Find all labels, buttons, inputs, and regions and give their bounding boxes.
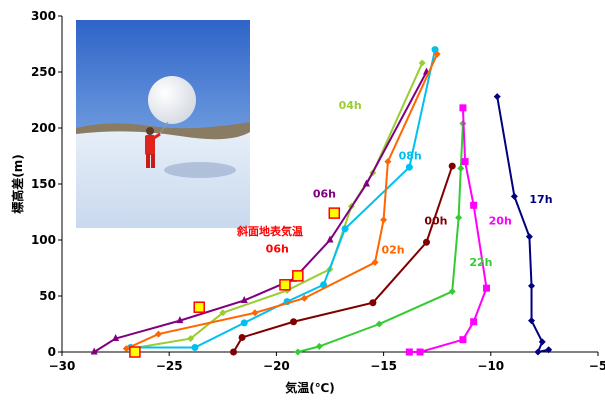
data-point: [455, 214, 463, 222]
data-point: [459, 336, 467, 344]
y-tick-label: 200: [31, 121, 56, 135]
data-point: [380, 216, 388, 224]
data-point: [371, 258, 379, 266]
data-point: [418, 59, 426, 67]
data-point: [219, 309, 227, 317]
data-point: [90, 347, 98, 355]
series-00h: [230, 162, 456, 356]
data-point: [315, 342, 323, 350]
series-label: 02h: [381, 243, 404, 256]
data-point: [534, 348, 542, 356]
data-point: [457, 164, 465, 172]
data-point: [470, 318, 478, 326]
balloon-shadow: [164, 162, 236, 178]
series-label: 22h: [469, 256, 492, 269]
x-tick-label: −25: [156, 359, 183, 373]
data-point: [290, 318, 298, 326]
weather-balloon: [148, 76, 196, 124]
data-point: [362, 179, 370, 187]
series-20h: [405, 104, 491, 356]
x-tick-label: −30: [49, 359, 76, 373]
data-point: [405, 163, 413, 171]
person-in-red-suit: [145, 127, 161, 168]
data-point: [538, 338, 546, 346]
data-point: [416, 348, 424, 356]
surface-temp-point: [292, 270, 304, 282]
data-point: [470, 201, 478, 209]
x-tick-label: −5: [589, 359, 605, 373]
data-point: [187, 335, 195, 343]
series-17h: [493, 93, 553, 356]
surface-temp-point: [129, 346, 141, 358]
surface-temp-point: [279, 279, 291, 291]
data-point: [483, 284, 491, 292]
data-point: [294, 348, 302, 356]
data-point: [525, 233, 533, 241]
series-label: 06h: [313, 187, 336, 200]
data-point: [238, 333, 246, 341]
data-point: [459, 104, 467, 112]
axes: −30 −25 −20 −15 −10 −5 0 50 100 150 200 250 300 気温(℃)…: [10, 9, 605, 395]
y-axis-title: 標高差(m): [10, 154, 25, 213]
data-point: [341, 225, 349, 233]
series-02h: [122, 50, 441, 353]
series-label: 04h: [339, 99, 362, 112]
data-point: [300, 294, 308, 302]
surface-temp-point: [328, 207, 341, 219]
data-point: [510, 192, 518, 200]
data-point: [405, 348, 413, 356]
data-point: [461, 158, 469, 166]
x-tick-label: −20: [263, 359, 290, 373]
x-tick-label: −15: [370, 359, 397, 373]
series-22h: [294, 120, 467, 356]
series-label: 20h: [489, 214, 512, 227]
data-point: [112, 334, 120, 342]
data-point: [369, 299, 377, 307]
y-tick-label: 100: [31, 233, 56, 247]
surface-temp-label: 斜面地表気温: [236, 224, 303, 238]
data-point: [433, 50, 441, 58]
data-point: [493, 93, 501, 101]
photo-snowfield: [76, 131, 250, 228]
data-point: [191, 344, 199, 352]
data-point: [375, 320, 383, 328]
y-tick-label: 50: [39, 289, 56, 303]
series-line: [130, 49, 437, 349]
x-tick-label: −10: [477, 359, 504, 373]
data-point: [230, 348, 238, 356]
data-point: [422, 238, 430, 246]
data-point: [122, 345, 130, 353]
series-layer: [90, 46, 553, 356]
series-line: [93, 71, 428, 353]
balloon-launch-photo: [76, 20, 250, 228]
data-point: [448, 288, 456, 296]
data-point: [240, 295, 248, 303]
surface-temp-point: [193, 301, 205, 313]
labels-layer: 04h 08h 06h 00h 20h 17h 02h 22h 06h 斜面地表気温: [236, 99, 553, 269]
series-line: [125, 53, 439, 350]
surface-points-layer: [129, 207, 341, 358]
data-point: [240, 319, 248, 327]
data-point: [384, 158, 392, 166]
y-tick-label: 250: [31, 65, 56, 79]
series-label: 06h: [266, 242, 289, 255]
y-tick-label: 150: [31, 177, 56, 191]
data-point: [326, 235, 334, 243]
data-point: [448, 162, 456, 170]
series-label: 00h: [424, 214, 447, 227]
x-axis-title: 気温(℃): [285, 380, 335, 395]
y-tick-label: 300: [31, 9, 56, 23]
data-point: [545, 346, 553, 354]
series-line: [409, 107, 488, 353]
data-point: [154, 330, 162, 338]
data-point: [176, 316, 184, 324]
data-point: [528, 282, 536, 290]
data-point: [528, 317, 536, 325]
series-label: 08h: [399, 149, 422, 162]
y-tick-label: 0: [48, 345, 56, 359]
data-point: [251, 309, 259, 317]
series-label: 17h: [529, 193, 552, 206]
